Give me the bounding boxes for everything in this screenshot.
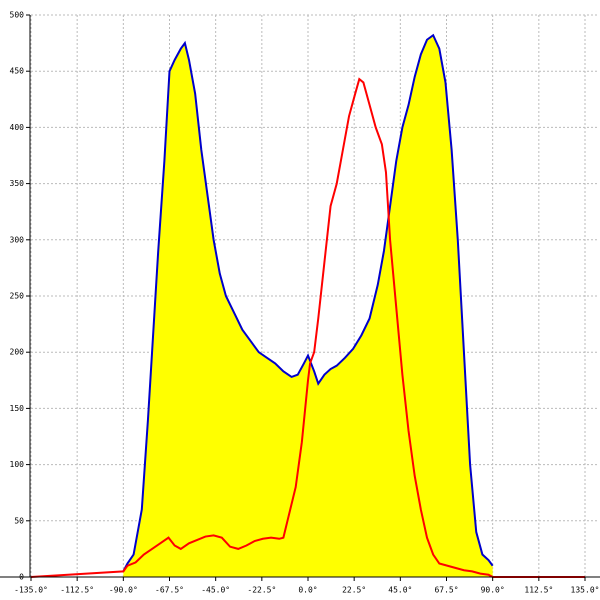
x-tick-label: 90.0° [481, 586, 505, 595]
y-tick-label: 200 [10, 348, 25, 357]
x-tick-label: -22.5° [247, 586, 276, 595]
x-tick-label: 67.5° [434, 586, 458, 595]
line [122, 33, 494, 572]
y-tick-label: 0 [19, 573, 24, 582]
x-tick-label: -112.5° [60, 586, 94, 595]
x-tick-label: -90.0° [109, 586, 138, 595]
y-tick-label: 100 [10, 460, 25, 469]
x-tick-label: 112.5° [524, 586, 553, 595]
x-tick-label: 22.5° [342, 586, 366, 595]
y-tick-label: 400 [10, 123, 25, 132]
x-tick-label: 45.0° [388, 586, 412, 595]
y-tick-label: 250 [10, 292, 25, 301]
y-tick-label: 450 [10, 67, 25, 76]
area-fill [123, 35, 493, 578]
line [30, 77, 585, 578]
y-tick-label: 50 [14, 516, 24, 525]
y-tick-label: 300 [10, 235, 25, 244]
x-tick-label: -67.5° [155, 586, 184, 595]
x-tick-label: 135.0° [571, 586, 600, 595]
x-tick-label: -135.0° [14, 586, 48, 595]
y-tick-label: 150 [10, 404, 25, 413]
x-tick-label: 0.0° [298, 586, 317, 595]
y-tick-label: 350 [10, 179, 25, 188]
x-tick-label: -45.0° [201, 586, 230, 595]
y-tick-label: 500 [10, 11, 25, 20]
